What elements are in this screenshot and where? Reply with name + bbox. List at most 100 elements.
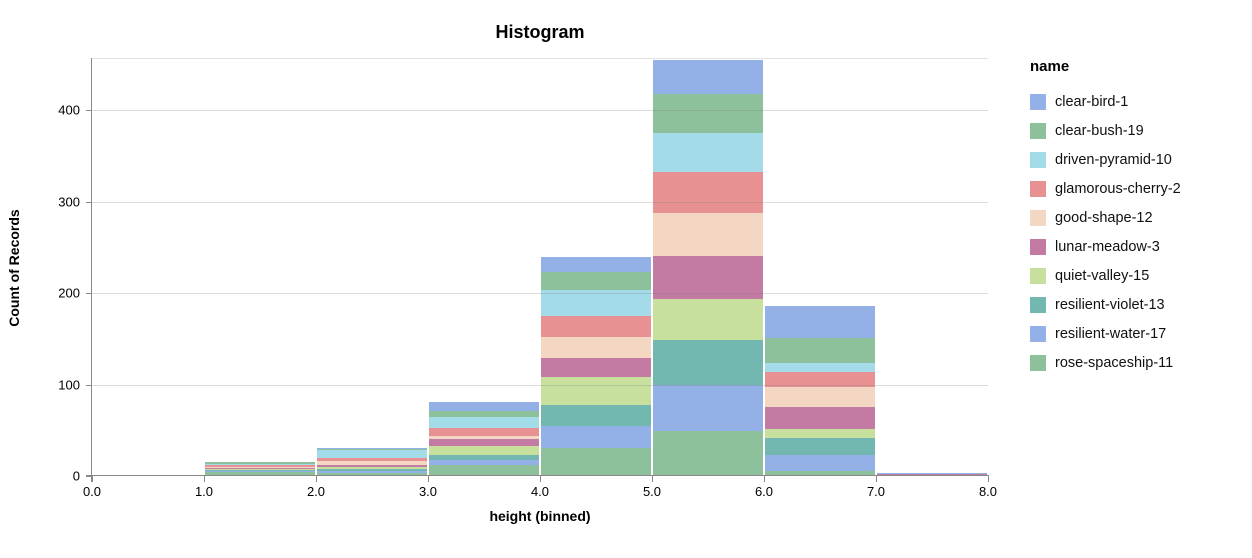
x-tick-mark-6.0 [764, 476, 765, 482]
legend-label: rose-spaceship-11 [1055, 354, 1174, 371]
x-axis-line [86, 475, 989, 476]
legend-label: lunar-meadow-3 [1055, 238, 1160, 255]
x-tick-mark-2.0 [316, 476, 317, 482]
legend-label: glamorous-cherry-2 [1055, 180, 1181, 197]
legend-label: good-shape-12 [1055, 209, 1153, 226]
legend-item-glamorous-cherry-2: glamorous-cherry-2 [1030, 174, 1250, 203]
x-tick-label-6.0: 6.0 [754, 484, 774, 499]
bar-segment-good-shape-12-bin1 [205, 466, 315, 468]
bar-segment-resilient-violet-13-bin3 [429, 454, 539, 461]
y-tick-label-300: 300 [58, 194, 80, 210]
bar-segment-glamorous-cherry-2-bin2 [317, 457, 427, 462]
bar-segment-quiet-valley-15-bin6 [765, 429, 875, 439]
y-tick-label-400: 400 [58, 102, 80, 118]
y-tick-mark-300 [86, 201, 92, 203]
legend-swatch-quiet-valley-15 [1030, 267, 1046, 284]
bar-segment-rose-spaceship-11-bin4 [541, 447, 651, 476]
bar-segment-lunar-meadow-3-bin7 [877, 474, 987, 476]
bar-segment-resilient-violet-13-bin5 [653, 339, 763, 386]
y-tick-label-200: 200 [58, 285, 80, 301]
bar-segment-resilient-violet-13-bin1 [205, 469, 315, 471]
bar-segment-resilient-violet-13-bin2 [317, 468, 427, 471]
legend-swatch-rose-spaceship-11 [1030, 354, 1046, 371]
bar-segment-clear-bush-19-bin5 [653, 93, 763, 133]
bar-segment-rose-spaceship-11-bin1 [205, 472, 315, 476]
x-tick-mark-3.0 [428, 476, 429, 482]
legend-label: driven-pyramid-10 [1055, 151, 1172, 168]
legend-label: clear-bush-19 [1055, 122, 1144, 139]
chart-title: Histogram [495, 22, 585, 42]
bar-segment-good-shape-12-bin2 [317, 461, 427, 466]
legend-swatch-resilient-water-17 [1030, 325, 1046, 342]
x-tick-mark-5.0 [652, 476, 653, 482]
bar-segment-glamorous-cherry-2-bin1 [205, 465, 315, 467]
x-tick-label-4.0: 4.0 [530, 484, 550, 499]
bar-segment-resilient-water-17-bin3 [429, 460, 539, 465]
legend-item-resilient-violet-13: resilient-violet-13 [1030, 290, 1250, 319]
bar-segment-driven-pyramid-10-bin5 [653, 133, 763, 173]
bar-segment-clear-bird-1-bin3 [429, 401, 539, 412]
bar-segment-driven-pyramid-10-bin6 [765, 362, 875, 372]
legend-swatch-driven-pyramid-10 [1030, 151, 1046, 168]
bar-segment-clear-bush-19-bin1 [205, 462, 315, 465]
bar-segment-lunar-meadow-3-bin5 [653, 255, 763, 299]
x-tick-label-7.0: 7.0 [866, 484, 886, 499]
bar-segment-clear-bush-19-bin2 [317, 448, 427, 450]
bar-segment-resilient-water-17-bin1 [205, 470, 315, 473]
bar-segment-glamorous-cherry-2-bin5 [653, 172, 763, 214]
y-tick-mark-200 [86, 293, 92, 295]
bar-segment-lunar-meadow-3-bin6 [765, 407, 875, 430]
legend-swatch-glamorous-cherry-2 [1030, 180, 1046, 197]
bar-segment-rose-spaceship-11-bin2 [317, 473, 427, 476]
bar-segment-glamorous-cherry-2-bin4 [541, 315, 651, 337]
x-tick-mark-0.0 [92, 476, 93, 482]
bar-segment-rose-spaceship-11-bin3 [429, 465, 539, 476]
bar-segment-resilient-water-17-bin4 [541, 425, 651, 448]
bar-segment-resilient-violet-13-bin6 [765, 438, 875, 455]
x-tick-mark-4.0 [540, 476, 541, 482]
x-tick-label-8.0: 8.0 [978, 484, 998, 499]
legend-swatch-lunar-meadow-3 [1030, 238, 1046, 255]
legend-item-good-shape-12: good-shape-12 [1030, 203, 1250, 232]
bar-segment-resilient-violet-13-bin4 [541, 404, 651, 426]
bar-segment-rose-spaceship-11-bin6 [765, 471, 875, 476]
bar-segment-resilient-water-17-bin5 [653, 385, 763, 432]
x-tick-label-1.0: 1.0 [194, 484, 214, 499]
bar-segment-clear-bush-19-bin4 [541, 272, 651, 291]
legend-item-clear-bird-1: clear-bird-1 [1030, 87, 1250, 116]
legend-item-resilient-water-17: resilient-water-17 [1030, 319, 1250, 348]
bar-segment-driven-pyramid-10-bin4 [541, 290, 651, 316]
bar-segment-resilient-water-17-bin6 [765, 454, 875, 472]
bar-segment-good-shape-12-bin5 [653, 213, 763, 256]
legend-label: quiet-valley-15 [1055, 267, 1150, 284]
bar-segment-resilient-water-17-bin2 [317, 470, 427, 474]
bar-segment-lunar-meadow-3-bin4 [541, 358, 651, 378]
y-tick-mark-0 [86, 476, 92, 477]
legend-item-clear-bush-19: clear-bush-19 [1030, 116, 1250, 145]
bar-segment-rose-spaceship-11-bin5 [653, 431, 763, 476]
bar-segment-clear-bush-19-bin3 [429, 411, 539, 418]
bar-segment-lunar-meadow-3-bin2 [317, 465, 427, 467]
legend-title: name [1030, 58, 1070, 75]
legend-label: resilient-violet-13 [1055, 296, 1165, 313]
bar-segment-glamorous-cherry-2-bin6 [765, 371, 875, 388]
plot-area [92, 58, 988, 476]
bar-segment-clear-bird-1-bin6 [765, 305, 875, 338]
bar-segment-quiet-valley-15-bin3 [429, 445, 539, 455]
bar-segment-clear-bush-19-bin6 [765, 337, 875, 363]
y-tick-label-100: 100 [58, 377, 80, 393]
y-tick-mark-400 [86, 110, 92, 112]
legend-item-driven-pyramid-10: driven-pyramid-10 [1030, 145, 1250, 174]
legend-item-quiet-valley-15: quiet-valley-15 [1030, 261, 1250, 290]
legend-label: resilient-water-17 [1055, 325, 1167, 342]
bar-segment-good-shape-12-bin4 [541, 336, 651, 358]
bar-segment-good-shape-12-bin6 [765, 387, 875, 408]
legend: name clear-bird-1 clear-bush-19 driven-pyr… [1030, 58, 1250, 377]
bar-segment-lunar-meadow-3-bin1 [205, 467, 315, 469]
legend-swatch-resilient-violet-13 [1030, 296, 1046, 313]
legend-swatch-clear-bird-1 [1030, 93, 1046, 110]
x-tick-mark-1.0 [204, 476, 205, 482]
legend-items: clear-bird-1 clear-bush-19 driven-pyramid-… [1030, 87, 1250, 377]
y-tick-mark-100 [86, 384, 92, 386]
bar-segment-driven-pyramid-10-bin2 [317, 449, 427, 458]
